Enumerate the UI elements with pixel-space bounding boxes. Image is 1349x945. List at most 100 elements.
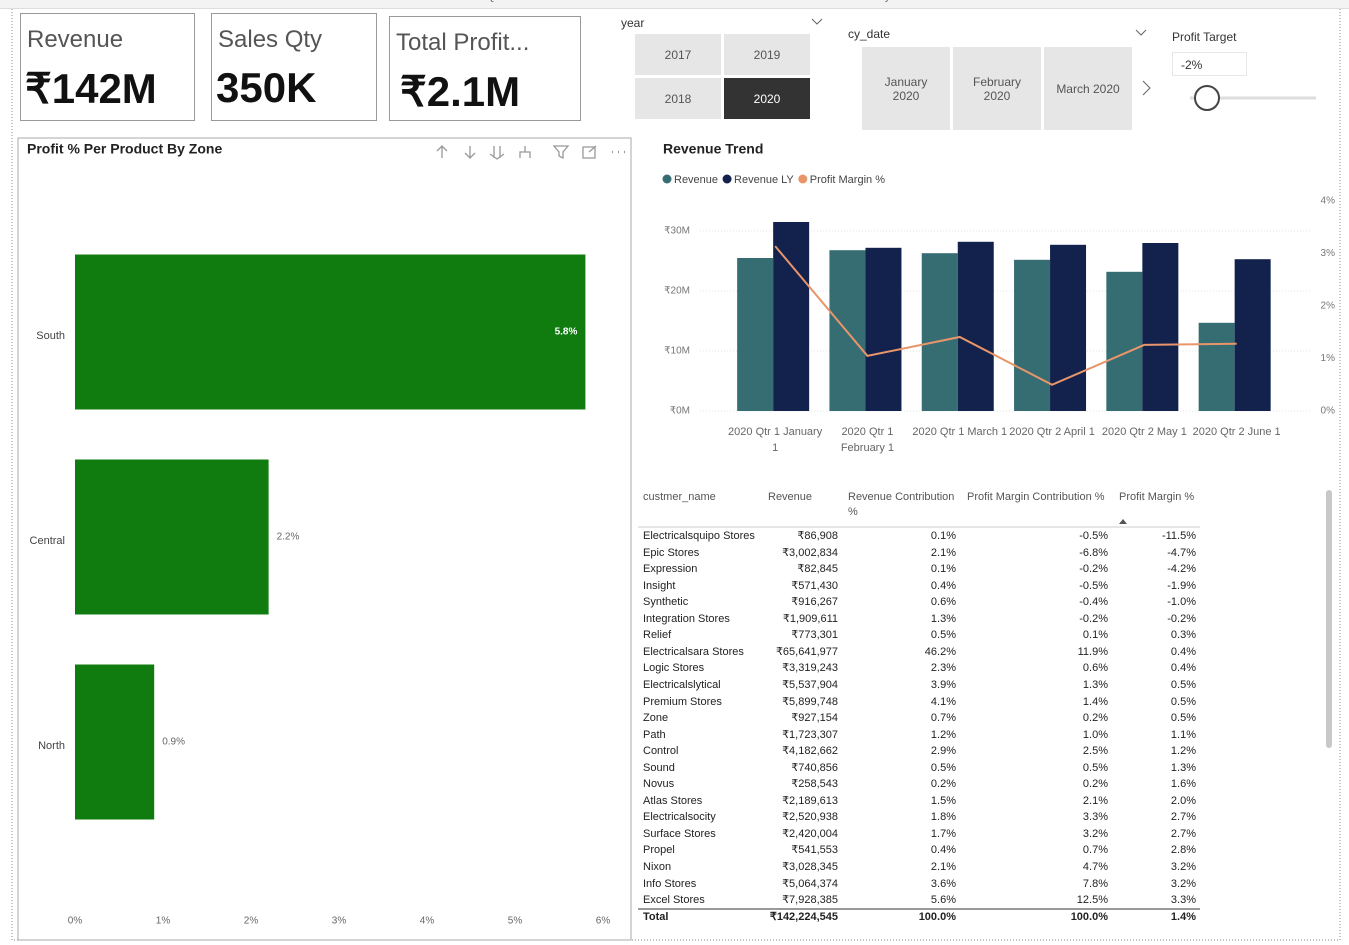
row-label: Surface Stores [643,827,716,840]
row-label: Relief [643,629,672,642]
cell: -0.5% [1079,530,1108,542]
slicer-option[interactable]: February 2020 [953,47,1041,130]
bar [865,247,902,411]
cell: ₹7,928,385 [782,894,838,907]
line [774,245,1237,386]
scrollbar[interactable] [1326,490,1332,748]
column-header[interactable]: Profit Margin % [1119,491,1195,503]
visual-border [17,137,632,941]
ribbon-tab[interactable]: Data [238,0,259,3]
cell: 1.5% [930,794,956,807]
dropdown-chevron[interactable] [811,18,823,25]
slicer-option[interactable]: March 2020 [1044,47,1132,130]
cell: 2.1% [1082,794,1108,807]
cell: 0.1% [1082,629,1108,642]
x-tick-label: 2% [244,916,259,927]
toolbar-icon[interactable] [489,146,505,160]
slicer-option[interactable]: 2019 [724,34,810,75]
legend-marker [722,174,732,184]
toolbar-icon[interactable] [464,146,476,159]
x-tick-label: 0% [68,916,83,927]
cell: ₹142,224,545 [769,911,838,923]
cell: ₹2,520,938 [782,811,838,824]
cell: 1.4% [1082,695,1108,708]
cell: 1.1% [1170,728,1196,741]
cell: 0.6% [930,596,956,609]
cell: 1.4% [1170,911,1196,923]
target-input[interactable]: -2% [1172,52,1247,76]
toolbar-icon[interactable] [519,146,531,158]
bar [773,222,810,411]
kpi-value: ₹142M [25,65,157,112]
ribbon: Data Queries Insert Calculations Sensitivity… [0,0,1349,9]
visual-toolbar [436,145,625,160]
cell: ₹2,420,004 [782,827,838,840]
bar [1106,271,1143,411]
cell: ₹740,856 [791,761,838,774]
ribbon-tab[interactable]: Insert [620,0,645,3]
kpi-label: Total Profit... [396,29,530,56]
cell: 0.5% [930,761,956,774]
cell: ₹773,301 [791,629,838,642]
cell: 4.7% [1082,861,1108,873]
cell: 2.8% [1170,844,1196,857]
ribbon-tab[interactable]: Share [911,0,938,3]
y-tick-label: ₹30M [664,226,690,237]
kpi-card: Sales Qty 350K [211,13,377,121]
column-header[interactable]: custmer_name [643,491,716,503]
bar [737,258,774,411]
data-label: 0.9% [162,737,185,748]
row-label: Electricalsocity [643,811,716,824]
toolbar-icon[interactable] [552,145,570,160]
cell: 3.2% [1082,827,1108,840]
slider-thumb[interactable] [1194,85,1220,111]
column-header[interactable]: Revenue Contribution % [848,491,955,518]
dropdown-chevron[interactable] [1135,29,1147,36]
cell: ₹927,154 [791,712,838,725]
cell: 0.5% [1170,712,1196,725]
cell: 1.0% [1082,728,1108,741]
cell: 0.5% [1170,695,1196,708]
cell: 2.7% [1170,827,1196,840]
x-tick-label: 4% [420,916,435,927]
cell: ₹1,909,611 [782,612,838,625]
slicer-option[interactable]: 2020 [724,78,810,119]
toolbar-icon[interactable] [436,145,448,158]
toolbar-icon[interactable] [582,145,597,159]
row-label: Electricalslytical [643,678,721,691]
row-label: Synthetic [643,596,689,609]
cell: 0.4% [1170,662,1196,675]
slicer-option[interactable]: 2017 [635,34,721,75]
legend-label: Profit Margin % [810,174,885,186]
cell: -6.8% [1079,546,1108,559]
sort-indicator [1119,519,1127,524]
y2-tick-label: 4% [1321,196,1336,207]
bar [75,254,586,410]
cell: 4.1% [930,695,956,708]
cell: 0.6% [1082,662,1108,675]
cell: -11.5% [1161,530,1196,542]
ribbon-tab[interactable]: Calculations [750,0,804,3]
row-label: Control [643,745,679,758]
ribbon-tab[interactable]: Sensitivity [845,0,890,3]
next-arrow[interactable] [1142,80,1151,96]
kpi-label: Sales Qty [218,26,323,53]
row-label: Sound [643,761,675,774]
slicer-option[interactable]: January 2020 [862,47,950,130]
cell: 0.5% [1170,678,1196,691]
cell: ₹258,543 [791,778,838,791]
cell: 0.4% [1170,645,1196,658]
slicer-option[interactable]: 2018 [635,78,721,119]
kpi-card: Revenue ₹142M [20,13,195,121]
cell: 1.2% [930,728,956,741]
row-label: Integration Stores [643,612,730,625]
cell: -0.5% [1079,579,1108,592]
cell: 0.4% [930,844,956,857]
column-header[interactable]: Profit Margin Contribution % [967,491,1105,503]
legend-label: Revenue LY [734,174,794,186]
ribbon-tab[interactable]: Queries [487,0,522,3]
column-header[interactable]: Revenue [768,491,813,503]
bar [1050,244,1087,411]
